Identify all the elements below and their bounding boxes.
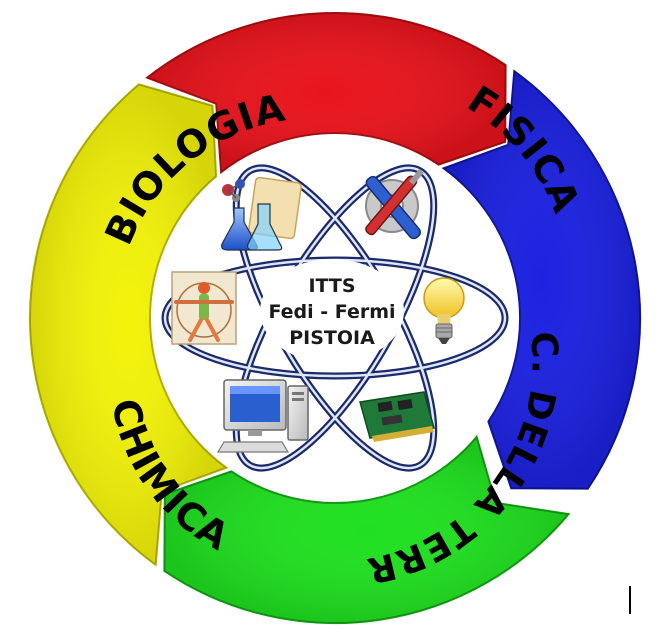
center-title-line1: ITTS [308, 275, 355, 297]
tools-wrench-screwdriver-icon [365, 168, 424, 240]
center-title-line3: PISTOIA [289, 327, 375, 349]
ring-segment-shade-fisica [443, 71, 641, 489]
center-title-line2: Fedi - Fermi [268, 301, 395, 323]
ring-segment-shade-biologia [147, 12, 506, 173]
ring-segment-shade-chimica [29, 84, 227, 565]
ring-segment-shade-scienze [164, 436, 569, 624]
circuit-board-icon [359, 391, 435, 442]
desktop-computer-icon [216, 379, 309, 453]
atom-emblem: ITTS Fedi - Fermi PISTOIA [157, 140, 513, 496]
cycle-ring [28, 11, 642, 624]
chemistry-flasks-icon [221, 176, 302, 251]
lightbulb-icon [423, 277, 465, 344]
vitruvian-man-icon [171, 271, 237, 345]
text-cursor [629, 586, 631, 614]
